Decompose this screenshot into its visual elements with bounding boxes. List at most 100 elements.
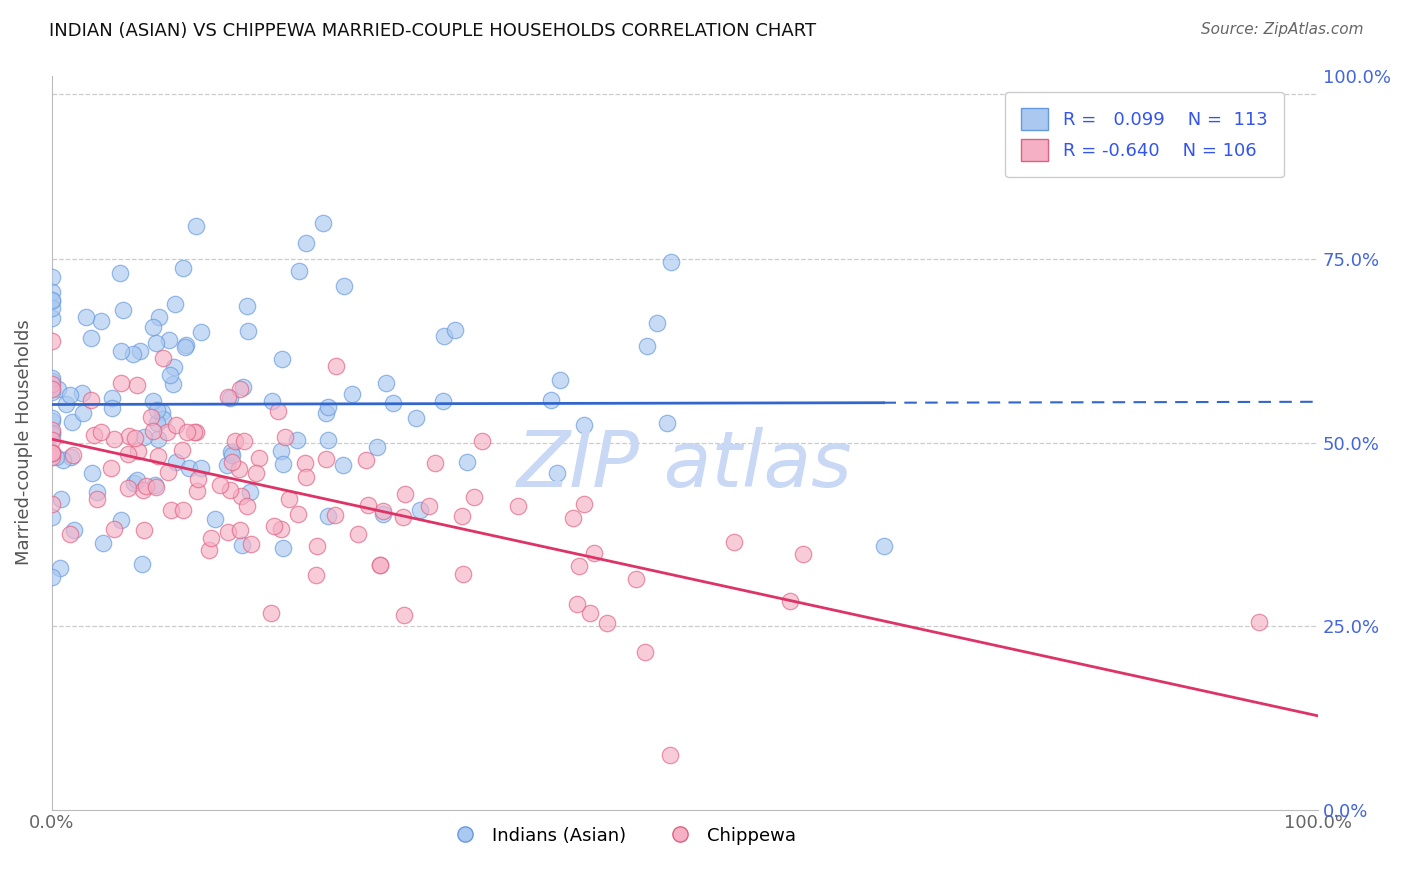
Point bbox=[177, 460, 200, 475]
Point bbox=[118, 429, 141, 443]
Point bbox=[41, 445, 63, 459]
Point bbox=[110, 513, 132, 527]
Point bbox=[75, 310, 97, 324]
Point bbox=[62, 448, 84, 462]
Point bbox=[156, 425, 179, 439]
Point bbox=[184, 425, 207, 440]
Point bbox=[183, 425, 205, 439]
Point bbox=[172, 503, 194, 517]
Point bbox=[232, 434, 254, 449]
Point bbox=[101, 391, 124, 405]
Point bbox=[418, 499, 440, 513]
Point bbox=[117, 481, 139, 495]
Point bbox=[370, 558, 392, 572]
Point bbox=[375, 376, 398, 391]
Point bbox=[124, 431, 146, 445]
Point bbox=[305, 539, 328, 553]
Point bbox=[163, 360, 186, 375]
Point bbox=[145, 416, 167, 430]
Point bbox=[232, 380, 254, 394]
Point bbox=[41, 301, 63, 315]
Point bbox=[229, 489, 252, 503]
Point bbox=[368, 558, 391, 572]
Point bbox=[172, 261, 194, 276]
Point bbox=[270, 522, 292, 536]
Point bbox=[294, 457, 316, 471]
Point bbox=[409, 503, 432, 517]
Point bbox=[63, 524, 86, 538]
Point bbox=[548, 373, 571, 387]
Point bbox=[174, 341, 197, 355]
Point bbox=[217, 524, 239, 539]
Point bbox=[371, 504, 394, 518]
Point bbox=[636, 339, 658, 353]
Point bbox=[318, 434, 340, 448]
Point bbox=[540, 392, 562, 407]
Point bbox=[221, 455, 243, 469]
Point bbox=[41, 371, 63, 385]
Point bbox=[121, 347, 143, 361]
Point bbox=[392, 607, 415, 622]
Point bbox=[41, 310, 63, 325]
Point bbox=[51, 492, 73, 507]
Point bbox=[146, 449, 169, 463]
Point bbox=[392, 509, 415, 524]
Point bbox=[224, 434, 246, 449]
Point bbox=[217, 458, 239, 472]
Point bbox=[323, 508, 346, 522]
Point bbox=[546, 466, 568, 480]
Point bbox=[451, 508, 474, 523]
Point bbox=[219, 391, 242, 405]
Point bbox=[187, 473, 209, 487]
Point bbox=[221, 449, 243, 463]
Point bbox=[145, 336, 167, 351]
Point bbox=[239, 485, 262, 500]
Point bbox=[41, 285, 63, 300]
Point bbox=[238, 324, 260, 338]
Point bbox=[444, 323, 467, 337]
Point bbox=[271, 458, 294, 472]
Point bbox=[779, 594, 801, 608]
Point bbox=[295, 236, 318, 251]
Point bbox=[41, 510, 63, 524]
Point bbox=[354, 453, 377, 467]
Point bbox=[274, 430, 297, 444]
Point bbox=[356, 498, 378, 512]
Point bbox=[219, 445, 242, 459]
Point bbox=[568, 559, 591, 574]
Point bbox=[332, 458, 354, 472]
Point bbox=[174, 338, 197, 352]
Point bbox=[103, 433, 125, 447]
Point bbox=[125, 378, 148, 392]
Point bbox=[152, 351, 174, 366]
Point bbox=[41, 426, 63, 441]
Point bbox=[229, 524, 252, 538]
Point bbox=[83, 427, 105, 442]
Point bbox=[432, 394, 454, 409]
Point bbox=[315, 406, 337, 420]
Point bbox=[49, 561, 72, 575]
Point bbox=[159, 368, 181, 382]
Point bbox=[318, 400, 340, 414]
Point bbox=[160, 503, 183, 517]
Point bbox=[41, 414, 63, 428]
Point bbox=[41, 269, 63, 284]
Point bbox=[405, 410, 427, 425]
Point bbox=[1249, 615, 1271, 629]
Point bbox=[200, 531, 222, 545]
Point bbox=[456, 455, 478, 469]
Point bbox=[41, 497, 63, 511]
Point bbox=[41, 334, 63, 349]
Point bbox=[561, 511, 583, 525]
Point bbox=[157, 333, 180, 347]
Point bbox=[325, 359, 347, 373]
Point bbox=[204, 512, 226, 526]
Point bbox=[117, 447, 139, 461]
Point bbox=[112, 303, 135, 318]
Point bbox=[595, 616, 617, 631]
Point bbox=[574, 497, 596, 511]
Point bbox=[872, 539, 894, 553]
Point bbox=[41, 293, 63, 308]
Point bbox=[142, 319, 165, 334]
Point bbox=[451, 567, 474, 582]
